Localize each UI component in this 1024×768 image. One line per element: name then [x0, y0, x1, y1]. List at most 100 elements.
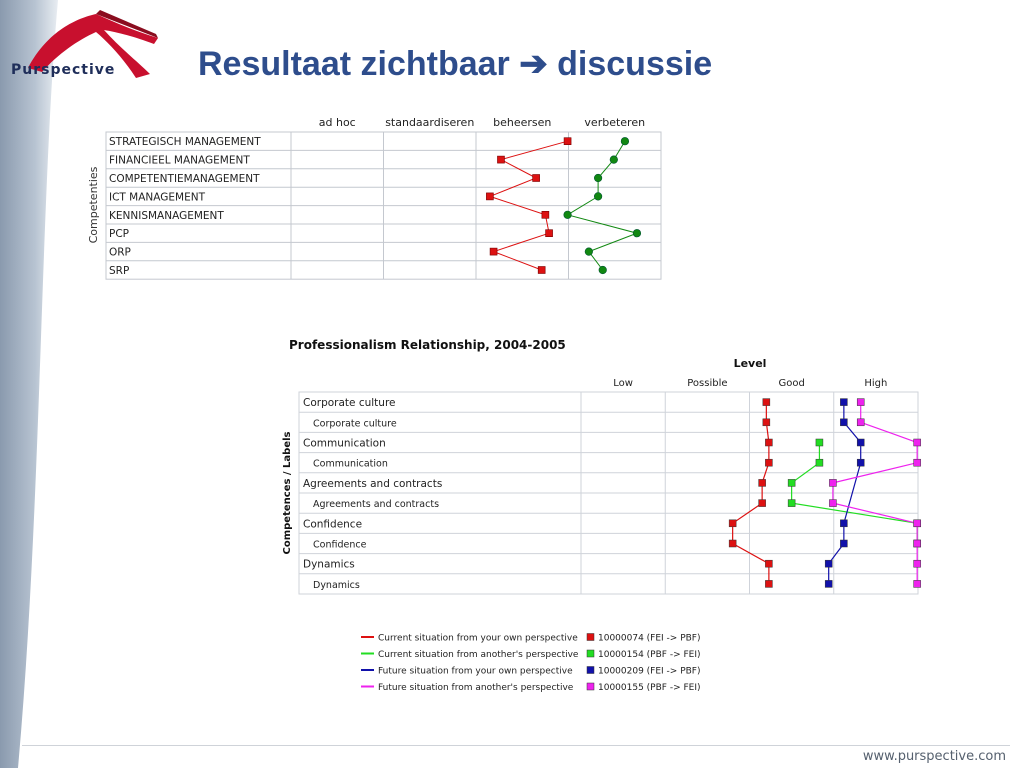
chart2-point	[913, 539, 921, 548]
chart1-column-label: ad hoc	[319, 116, 356, 129]
chart2-point	[728, 539, 737, 548]
chart2-point	[765, 438, 773, 447]
legend-marker-swatch	[586, 666, 595, 674]
chart1-point	[620, 137, 630, 146]
chart2-point	[765, 458, 773, 467]
chart2-point	[856, 458, 865, 467]
page-title: Resultaat zichtbaar ➔ discussie	[198, 45, 713, 83]
legend-line-label: Future situation from your own perspecti…	[378, 667, 573, 677]
chart1-point	[545, 229, 553, 237]
chart1-row-label: COMPETENTIEMANAGEMENT	[109, 173, 260, 185]
chart1-row-label: ORP	[109, 247, 131, 259]
legend-marker-label: 10000155 (PBF -> FEI)	[598, 683, 701, 693]
chart1-point	[532, 174, 540, 182]
chart2-column-label: Possible	[687, 378, 727, 389]
chart2-column-label: Low	[613, 378, 633, 389]
chart2-point	[787, 499, 796, 507]
chart2-point	[787, 479, 796, 487]
chart1-column-label: verbeteren	[584, 116, 645, 129]
legend-marker-swatch	[586, 633, 595, 641]
chart2-point	[913, 519, 921, 528]
competenties-chart: Competenties ad hoc standaardiseren beheer…	[87, 116, 662, 280]
chart1-row-label: KENNISMANAGEMENT	[109, 210, 224, 222]
chart1-column-label: standaardiseren	[385, 116, 474, 129]
footer-url: www.purspective.com	[862, 749, 1006, 764]
chart2-point	[824, 559, 833, 568]
chart2-point	[758, 479, 766, 487]
chart1-point	[632, 229, 642, 238]
footer-divider	[22, 745, 1010, 746]
legend-line-label: Current situation from your own perspect…	[378, 634, 578, 644]
chart2-row-label: Confidence	[313, 540, 367, 551]
legend-marker-label: 10000154 (PBF -> FEI)	[598, 650, 701, 660]
chart2-row-label: Communication	[313, 459, 388, 470]
chart2-row-label: Agreements and contracts	[313, 499, 439, 510]
chart2-point	[856, 398, 865, 406]
chart2-point	[762, 418, 771, 427]
chart2-point	[913, 438, 921, 447]
chart2-point	[824, 580, 833, 588]
chart1-point	[563, 137, 572, 146]
chart2-point	[815, 458, 824, 467]
legend-marker-label: 10000209 (FEI -> PBF)	[598, 667, 701, 677]
chart2-row-label: Communication	[303, 438, 386, 450]
chart2-row-label: Dynamics	[313, 580, 360, 591]
chart1-series-line	[488, 140, 568, 271]
legend-marker-swatch	[586, 682, 595, 691]
chart2-point	[840, 398, 848, 406]
legend-marker-swatch	[586, 649, 595, 658]
chart1-point	[593, 192, 603, 201]
chart2-point	[758, 499, 766, 507]
chart2-row-label: Agreements and contracts	[303, 478, 442, 490]
chart2-point	[840, 418, 848, 427]
chart1-point	[486, 192, 494, 201]
chart1-point	[537, 266, 546, 274]
chart2-point	[829, 499, 837, 507]
chart2-point	[856, 418, 865, 427]
chart2-ylabel: Competences / Labels	[282, 431, 293, 554]
chart1-point	[598, 265, 607, 275]
chart2-point	[840, 519, 848, 528]
chart1-ylabel: Competenties	[87, 166, 100, 243]
chart1-point	[497, 155, 505, 164]
chart2-point	[913, 458, 921, 467]
chart2-row-label: Confidence	[303, 518, 362, 530]
chart2-point	[815, 438, 824, 447]
chart2-point	[913, 580, 921, 588]
chart1-point	[489, 247, 498, 256]
chart2-xlabel: Level	[734, 357, 767, 370]
legend-line-label: Future situation from another's perspect…	[378, 683, 574, 693]
chart2-row-label: Corporate culture	[303, 397, 396, 409]
chart1-row-label: FINANCIEEL MANAGEMENT	[109, 155, 250, 167]
chart2-row-label: Dynamics	[303, 559, 355, 571]
chart1-point	[584, 247, 593, 256]
chart1-row-label: STRATEGISCH MANAGEMENT	[109, 136, 261, 148]
chart1-column-label: beheersen	[493, 116, 551, 129]
chart2-point	[765, 580, 773, 588]
chart2-title: Professionalism Relationship, 2004-2005	[289, 338, 566, 352]
chart2-row-label: Corporate culture	[313, 418, 397, 429]
chart2-series-line	[832, 402, 918, 584]
decorative-side-band	[0, 0, 58, 768]
chart2-column-label: High	[864, 378, 887, 389]
legend-line-label: Current situation from another's perspec…	[378, 650, 579, 660]
chart2-point	[765, 559, 773, 568]
chart1-point	[609, 155, 618, 164]
purspective-logo	[28, 10, 158, 78]
professionalism-chart: Professionalism Relationship, 2004-2005 …	[282, 338, 921, 693]
chart2-point	[913, 559, 921, 568]
chart1-point	[541, 211, 550, 219]
chart2-point	[728, 519, 737, 528]
chart2-column-label: Good	[778, 378, 804, 389]
chart1-point	[593, 173, 603, 183]
chart1-point	[563, 210, 572, 219]
chart2-point	[829, 479, 837, 487]
brand-name: Purspective	[11, 62, 116, 78]
chart2-series-line	[732, 402, 770, 584]
chart1-row-label: PCP	[109, 228, 129, 240]
chart1-row-label: ICT MANAGEMENT	[109, 191, 206, 203]
chart2-point	[762, 398, 771, 406]
chart1-row-label: SRP	[109, 265, 129, 277]
legend-marker-label: 10000074 (FEI -> PBF)	[598, 634, 701, 644]
chart2-point	[856, 438, 865, 447]
